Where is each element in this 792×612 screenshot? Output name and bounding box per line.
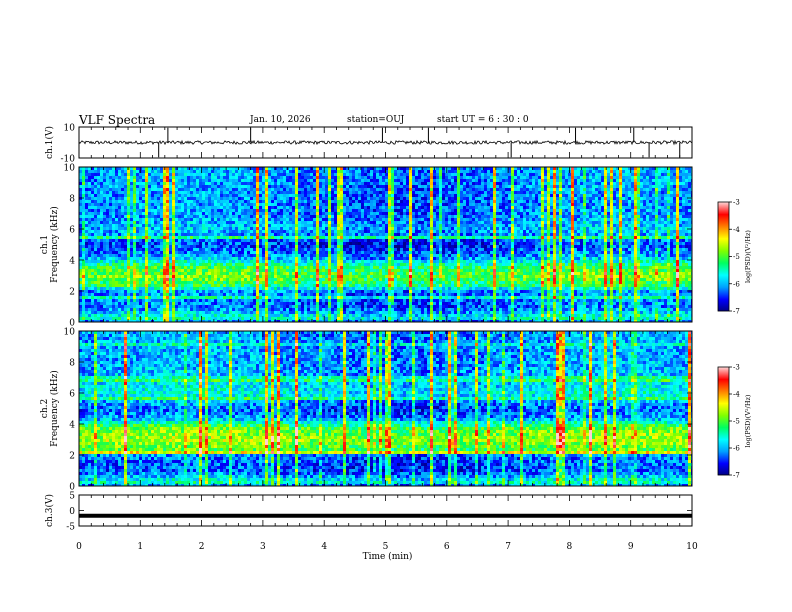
time-tick-label: 7 (505, 542, 511, 552)
time-axis: 0 1 2 3 4 5 6 7 8 9 10 Time (min) (76, 542, 698, 562)
ch1-spectrogram-y-tick-label: 4 (69, 257, 75, 267)
colorbar-tick-label: -5 (733, 418, 740, 426)
ch2-spectrogram-y-tick-label: 8 (69, 359, 75, 369)
ch2-spectrogram-y-tick-label: 6 (69, 390, 75, 400)
ch1-spectrogram-y-tick-label: 6 (69, 226, 75, 236)
time-tick-label: 2 (199, 542, 205, 552)
ch2-spectrogram-panel: 0 2 4 6 8 10 ch.2 Frequency (kHz) (40, 328, 693, 493)
station-label: station=OUJ (347, 115, 404, 125)
ch1-spectrogram-y-tick-label: 2 (69, 288, 75, 298)
colorbar-tick-label: -4 (733, 226, 740, 234)
ch3-wave-y-tick-label: -5 (66, 523, 75, 533)
ch3-wave-ylabel: ch.3(V) (44, 494, 55, 527)
colorbar-label: log(PSD)(V²/Hz) (744, 394, 752, 447)
time-tick-label: 3 (260, 542, 266, 552)
ch1-spectrogram-ylabel: ch.1 (40, 235, 50, 254)
ch2-spectrogram-ylabel: ch.2 (40, 399, 50, 418)
colorbar-tick-label: -6 (733, 445, 740, 453)
time-tick-label: 6 (444, 542, 450, 552)
colorbar-tick-label: -3 (733, 364, 740, 372)
colorbar-tick-label: -4 (733, 391, 740, 399)
ch1-spectrogram-y-tick-label: 0 (69, 319, 75, 329)
time-tick-label: 4 (321, 542, 327, 552)
colorbar-tick-label: -7 (733, 472, 740, 480)
ch2-spectrogram-y-tick-label: 2 (69, 452, 75, 462)
plot-title: VLF Spectra (79, 113, 155, 127)
ch1-colorbar: -3 -4 -5 -6 -7 log(PSD)(V²/Hz) (717, 199, 752, 316)
date-label: Jan. 10, 2026 (250, 115, 311, 125)
time-tick-label: 9 (628, 542, 634, 552)
ch1-waveform-line (78, 139, 693, 146)
ch2-spectrogram-y-tick-label: 10 (64, 328, 76, 338)
time-tick-label: 8 (567, 542, 573, 552)
ch1-wave-y-tick-label: -10 (61, 155, 76, 165)
ch1-waveform-panel: 10 -10 ch.1(V) (44, 124, 693, 165)
ch1-wave-ylabel: ch.1(V) (44, 126, 55, 159)
colorbar-label: log(PSD)(V²/Hz) (744, 230, 752, 283)
colorbar-tick-label: -6 (733, 280, 740, 288)
ch1-spectrogram-cells (79, 167, 692, 322)
time-tick-label: 0 (76, 542, 82, 552)
ch2-spectrogram-y-tick-label: 0 (69, 483, 75, 493)
start-time-label: start UT = 6 : 30 : 0 (437, 115, 529, 125)
ch3-waveform-panel: 5 0 -5 ch.3(V) (44, 492, 693, 533)
ch2-spectrogram-y-tick-label: 4 (69, 421, 75, 431)
colorbar-tick-label: -3 (733, 199, 740, 207)
ch1-spectrogram-y-tick-label: 8 (69, 195, 75, 205)
ch2-spectrogram-ylabel: Frequency (kHz) (49, 370, 60, 447)
colorbar-tick-label: -5 (733, 253, 740, 261)
ch1-spectrogram-panel: 0 2 4 6 8 10 ch.1 Frequency (kHz) (40, 164, 693, 329)
ch3-wave-y-tick-label: 5 (69, 492, 75, 502)
ch1-wave-y-tick-label: 10 (64, 124, 76, 134)
ch2-spectrogram-cells (79, 331, 692, 486)
ch3-wave-y-tick-label: 0 (69, 507, 75, 517)
colorbar-tick-label: -7 (733, 308, 740, 316)
ch1-spectrogram-ylabel: Frequency (kHz) (49, 206, 60, 283)
time-tick-label: 5 (383, 542, 389, 552)
ch2-colorbar: -3 -4 -5 -6 -7 log(PSD)(V²/Hz) (717, 364, 752, 480)
time-tick-label: 1 (137, 542, 143, 552)
time-axis-label: Time (min) (363, 551, 413, 562)
time-tick-label: 10 (686, 542, 698, 552)
ch1-spectrogram-y-tick-label: 10 (64, 164, 76, 174)
